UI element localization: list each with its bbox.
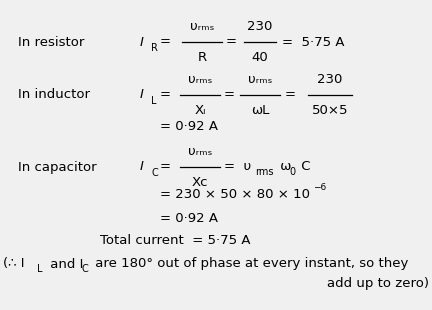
Text: =: = [224,88,235,101]
Text: R: R [151,43,158,53]
Text: ω: ω [276,161,291,174]
Text: = 230 × 50 × 80 × 10: = 230 × 50 × 80 × 10 [160,188,310,202]
Text: C: C [297,161,311,174]
Text: = 0·92 A: = 0·92 A [160,211,218,224]
Text: =: = [226,36,237,48]
Text: =: = [160,36,171,48]
Text: In resistor: In resistor [18,36,84,48]
Text: R: R [197,51,206,64]
Text: = 0·92 A: = 0·92 A [160,121,218,134]
Text: 0: 0 [289,167,295,177]
Text: 50×5: 50×5 [312,104,348,117]
Text: =: = [160,88,171,101]
Text: L: L [37,264,42,274]
Text: (∴ I: (∴ I [3,258,25,271]
Text: rms: rms [255,167,273,177]
Text: In capacitor: In capacitor [18,161,97,174]
Text: υᵣₘₛ: υᵣₘₛ [188,73,212,86]
Text: =  5·75 A: = 5·75 A [282,36,344,48]
Text: υᵣₘₛ: υᵣₘₛ [188,145,212,158]
Text: =  υ: = υ [224,161,251,174]
Text: I: I [140,161,144,174]
Text: −6: −6 [313,183,326,192]
Text: Total current  = 5·75 A: Total current = 5·75 A [100,234,251,247]
Text: and I: and I [46,258,83,271]
Text: 40: 40 [251,51,268,64]
Text: =: = [285,88,296,101]
Text: 230: 230 [247,20,273,33]
Text: I: I [140,36,144,48]
Text: υᵣₘₛ: υᵣₘₛ [248,73,272,86]
Text: add up to zero): add up to zero) [327,277,429,290]
Text: In inductor: In inductor [18,88,90,101]
Text: =: = [160,161,171,174]
Text: Xᴄ: Xᴄ [192,176,208,189]
Text: C: C [151,168,158,178]
Text: C: C [82,264,89,274]
Text: are 180° out of phase at every instant, so they: are 180° out of phase at every instant, … [91,258,408,271]
Text: I: I [140,88,144,101]
Text: 230: 230 [318,73,343,86]
Text: υᵣₘₛ: υᵣₘₛ [190,20,214,33]
Text: ωL: ωL [251,104,269,117]
Text: Xₗ: Xₗ [194,104,206,117]
Text: L: L [151,96,156,106]
